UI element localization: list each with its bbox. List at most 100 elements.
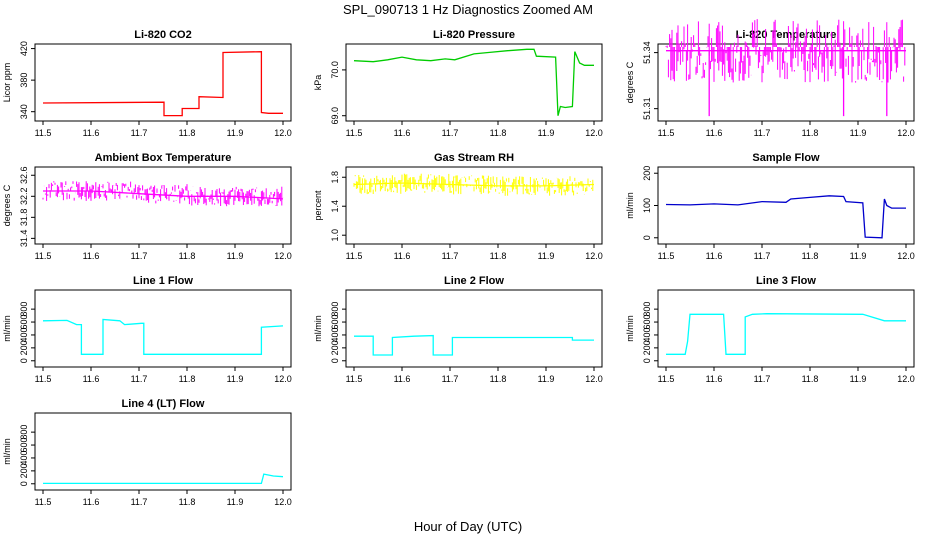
y-tick-label: 0 [642, 358, 652, 363]
plot-frame [345, 289, 603, 368]
x-tick-label: 11.5 [658, 374, 675, 384]
x-tick-label: 11.5 [35, 251, 52, 261]
x-tick-label: 11.7 [754, 251, 771, 261]
series-line-1 [666, 50, 906, 117]
x-tick-label: 11.8 [179, 497, 196, 507]
x-tick-label: 11.9 [538, 251, 555, 261]
chart-panel-7: Line 1 Flow ml/min 11.5 11.6 11.7 11.8 11.9 12.… [2, 275, 292, 384]
y-tick-label: 200 [330, 340, 340, 355]
chart-panel-5: Gas Stream RH percent 11.5 11.6 11.7 11.8 11.9… [313, 152, 603, 261]
series-line-1 [42, 51, 283, 117]
figure-xlabel: Hour of Day (UTC) [414, 519, 522, 534]
y-axis-label: ml/min [313, 315, 323, 342]
panel-title: Li-820 Pressure [433, 29, 515, 41]
y-tick-label: 400 [330, 327, 340, 342]
x-tick-label: 11.7 [131, 251, 148, 261]
y-axis-label: percent [313, 190, 323, 221]
x-tick-label: 11.7 [754, 128, 771, 138]
y-tick-label: 200 [19, 340, 29, 355]
x-tick-label: 11.9 [850, 374, 867, 384]
panel-title: Li-820 Temperature [736, 29, 837, 41]
series-line-1 [42, 318, 284, 355]
x-tick-label: 12.0 [274, 128, 292, 138]
y-axis-label: ml/min [2, 315, 12, 342]
plot-frame [34, 412, 292, 491]
x-tick-label: 11.8 [802, 251, 819, 261]
plot-frame [345, 43, 603, 122]
y-tick-label: 32.6 [19, 166, 29, 184]
x-tick-label: 11.9 [538, 374, 555, 384]
x-tick-label: 11.6 [706, 374, 723, 384]
x-tick-label: 11.8 [490, 251, 507, 261]
x-tick-label: 12.0 [897, 374, 915, 384]
y-tick-label: 31.8 [19, 209, 29, 227]
x-tick-label: 11.9 [227, 497, 244, 507]
figure-title: SPL_090713 1 Hz Diagnostics Zoomed AM [343, 2, 593, 17]
y-axis-label: ml/min [2, 438, 12, 465]
panel-title: Ambient Box Temperature [95, 152, 232, 164]
x-tick-label: 11.8 [490, 128, 507, 138]
series-line-1 [665, 195, 906, 239]
panel-title: Gas Stream RH [434, 152, 514, 164]
x-tick-label: 11.9 [538, 128, 555, 138]
x-tick-label: 12.0 [274, 497, 292, 507]
x-tick-label: 11.8 [490, 374, 507, 384]
x-tick-label: 11.7 [131, 128, 148, 138]
y-axis-label: kPa [313, 75, 323, 91]
y-tick-label: 51.34 [642, 41, 652, 64]
y-tick-label: 400 [642, 327, 652, 342]
series-line-1 [43, 473, 284, 485]
y-axis-label: degrees C [625, 61, 635, 103]
x-tick-label: 12.0 [274, 374, 292, 384]
chart-panel-6: Sample Flow ml/min 11.5 11.6 11.7 11.8 11.9 12.… [625, 152, 915, 261]
plot-frame [657, 166, 915, 245]
x-tick-label: 11.5 [346, 374, 363, 384]
y-tick-label: 200 [642, 166, 652, 181]
y-tick-label: 31.4 [19, 230, 29, 248]
x-tick-label: 11.6 [83, 374, 100, 384]
x-tick-label: 11.7 [131, 374, 148, 384]
x-tick-label: 11.5 [35, 128, 52, 138]
x-tick-label: 12.0 [897, 128, 915, 138]
y-axis-label: ml/min [625, 315, 635, 342]
x-tick-label: 11.5 [346, 251, 363, 261]
x-tick-label: 12.0 [274, 251, 292, 261]
y-tick-label: 69.0 [330, 107, 340, 125]
x-tick-label: 12.0 [585, 374, 603, 384]
y-axis-label: ml/min [625, 192, 635, 219]
series-line-1 [353, 182, 595, 187]
x-tick-label: 11.6 [394, 251, 411, 261]
x-tick-label: 11.6 [83, 497, 100, 507]
y-tick-label: 200 [19, 463, 29, 478]
panel-grid: Li-820 CO2 Licor ppm 11.5 11.6 11.7 11.8 11.9 1… [2, 19, 915, 507]
x-tick-label: 11.8 [179, 128, 196, 138]
x-tick-label: 11.6 [706, 128, 723, 138]
x-tick-label: 11.9 [227, 251, 244, 261]
plot-frame [34, 166, 292, 245]
plot-frame [657, 43, 915, 122]
y-tick-label: 0 [330, 358, 340, 363]
panel-title: Line 4 (LT) Flow [122, 398, 205, 410]
y-tick-label: 1.4 [330, 200, 340, 213]
chart-panel-4: Ambient Box Temperature degrees C 11.5 11.6… [2, 152, 292, 261]
chart-panel-9: Line 3 Flow ml/min 11.5 11.6 11.7 11.8 11.9 12.… [625, 275, 915, 384]
y-tick-label: 70.0 [330, 61, 340, 79]
x-tick-label: 11.6 [83, 251, 100, 261]
x-tick-label: 11.7 [442, 251, 459, 261]
x-tick-label: 11.6 [394, 128, 411, 138]
x-tick-label: 11.5 [658, 128, 675, 138]
x-tick-label: 12.0 [585, 251, 603, 261]
chart-panel-8: Line 2 Flow ml/min 11.5 11.6 11.7 11.8 11.9 12.… [313, 275, 603, 384]
chart-panel-10: Line 4 (LT) Flow ml/min 11.5 11.6 11.7 11.8 11… [2, 398, 292, 507]
x-tick-label: 11.8 [802, 374, 819, 384]
x-tick-label: 12.0 [585, 128, 603, 138]
x-tick-label: 11.6 [83, 128, 100, 138]
x-tick-label: 11.5 [35, 374, 52, 384]
y-tick-label: 200 [642, 340, 652, 355]
series-line-1 [353, 48, 594, 116]
panel-title: Sample Flow [752, 152, 820, 164]
x-tick-label: 11.9 [850, 251, 867, 261]
y-axis-label: Licor ppm [2, 63, 12, 103]
x-tick-label: 11.5 [346, 128, 363, 138]
